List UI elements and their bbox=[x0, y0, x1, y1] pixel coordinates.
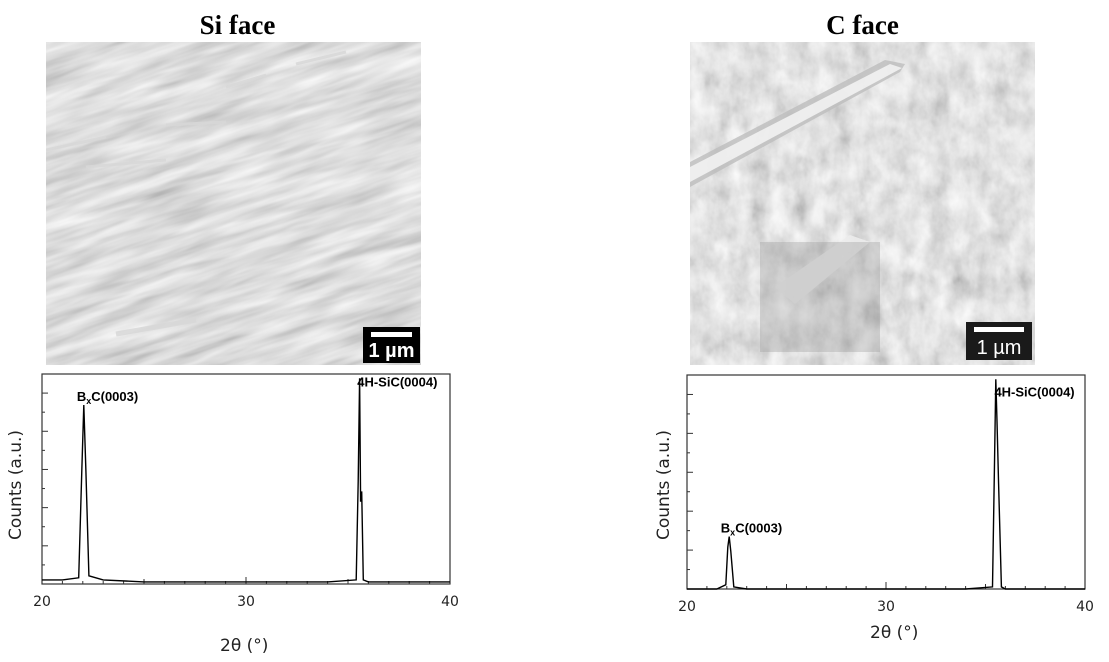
x-axis-title-c: 2θ (°) bbox=[870, 623, 919, 643]
series-line bbox=[687, 379, 1085, 590]
scale-bar-label-si: 1 µm bbox=[368, 340, 415, 362]
plot-frame bbox=[686, 374, 1086, 590]
peak-label: 4H-SiC(0004) bbox=[994, 384, 1074, 399]
x-tick-label: 40 bbox=[1076, 599, 1094, 615]
x-tick-label: 20 bbox=[33, 594, 51, 610]
scale-bar-line-si bbox=[371, 332, 412, 337]
sem-image-c-face: 1 µm bbox=[690, 42, 1035, 365]
scale-bar-si: 1 µm bbox=[363, 327, 420, 363]
xrd-chart-c-face: 20 30 40 BxC(0003) 4H-SiC(0004) bbox=[678, 374, 1094, 615]
sem-image-si-face: 1 µm bbox=[46, 42, 421, 365]
peak-label: BxC(0003) bbox=[77, 389, 138, 406]
x-tick-label: 30 bbox=[237, 594, 255, 610]
scale-bar-line-c bbox=[974, 327, 1024, 332]
peak-label: BxC(0003) bbox=[721, 521, 782, 538]
y-axis-title-c: Counts (a.u.) bbox=[654, 429, 674, 540]
peak-label: 4H-SiC(0004) bbox=[357, 375, 437, 390]
x-tick-label: 40 bbox=[441, 594, 459, 610]
x-tick-label: 30 bbox=[877, 599, 895, 615]
y-axis-title-si: Counts (a.u.) bbox=[6, 429, 26, 540]
series-line bbox=[42, 378, 450, 583]
scale-bar-c: 1 µm bbox=[966, 322, 1032, 360]
scale-bar-label-c: 1 µm bbox=[976, 337, 1022, 359]
xrd-chart-si-face: 20 30 40 BxC(0003) 4H-SiC(0004) bbox=[33, 373, 459, 610]
panel-title-c: C face bbox=[826, 10, 899, 40]
panel-title-si: Si face bbox=[199, 10, 276, 40]
x-tick-label: 20 bbox=[678, 599, 696, 615]
x-axis-title-si: 2θ (°) bbox=[220, 636, 269, 656]
plot-frame bbox=[41, 373, 451, 585]
